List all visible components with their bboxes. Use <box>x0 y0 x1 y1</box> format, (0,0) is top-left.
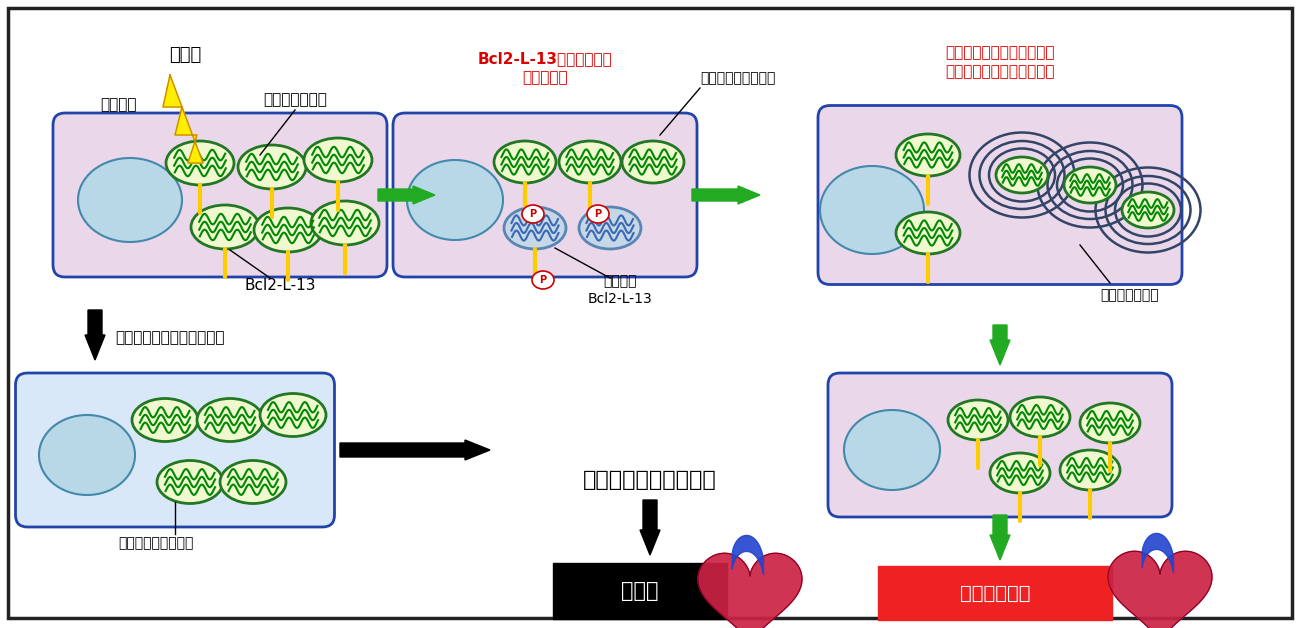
Ellipse shape <box>523 205 543 223</box>
Ellipse shape <box>896 212 959 254</box>
Text: 心不全: 心不全 <box>621 581 659 601</box>
Ellipse shape <box>1080 403 1140 443</box>
Text: Bcl2-L-13のリン酸化に
よる活性化: Bcl2-L-13のリン酸化に よる活性化 <box>477 51 612 85</box>
Polygon shape <box>692 186 760 204</box>
Text: P: P <box>594 209 602 219</box>
Ellipse shape <box>311 201 380 245</box>
Polygon shape <box>698 553 802 628</box>
Ellipse shape <box>621 141 684 183</box>
FancyBboxPatch shape <box>552 563 727 619</box>
Ellipse shape <box>304 138 372 182</box>
Text: 心機能の維持: 心機能の維持 <box>959 583 1030 602</box>
Text: 心筋細胞: 心筋細胞 <box>100 97 136 112</box>
Ellipse shape <box>996 157 1048 193</box>
FancyBboxPatch shape <box>53 113 387 277</box>
FancyBboxPatch shape <box>878 566 1112 620</box>
Ellipse shape <box>220 460 286 504</box>
Polygon shape <box>84 310 105 360</box>
Ellipse shape <box>166 141 234 185</box>
Ellipse shape <box>157 460 224 504</box>
Text: ミトコンドリア: ミトコンドリア <box>263 92 326 107</box>
Text: P: P <box>540 275 546 285</box>
Ellipse shape <box>1122 192 1174 228</box>
Polygon shape <box>162 75 203 163</box>
Ellipse shape <box>260 394 326 436</box>
Ellipse shape <box>1063 167 1115 203</box>
Ellipse shape <box>1060 450 1121 490</box>
Ellipse shape <box>588 205 608 223</box>
Text: マイトファジー: マイトファジー <box>1101 288 1160 302</box>
Ellipse shape <box>191 205 259 249</box>
Text: エネルギー産生の低下: エネルギー産生の低下 <box>584 470 716 490</box>
Polygon shape <box>991 325 1010 365</box>
FancyBboxPatch shape <box>8 8 1292 618</box>
FancyBboxPatch shape <box>393 113 697 277</box>
Text: Bcl2-L-13: Bcl2-L-13 <box>244 278 316 293</box>
Ellipse shape <box>559 141 621 183</box>
Polygon shape <box>640 500 660 555</box>
Polygon shape <box>341 440 490 460</box>
Ellipse shape <box>198 399 263 441</box>
Text: 障害ミトコンドリアの蓄積: 障害ミトコンドリアの蓄積 <box>114 330 225 345</box>
Ellipse shape <box>78 158 182 242</box>
Ellipse shape <box>844 410 940 490</box>
Ellipse shape <box>948 400 1008 440</box>
Text: 障害ミトコンドリア: 障害ミトコンドリア <box>699 71 775 85</box>
Text: マイトファジー誘導による
障害ミトコンドリアの除去: マイトファジー誘導による 障害ミトコンドリアの除去 <box>945 45 1054 78</box>
FancyBboxPatch shape <box>818 106 1182 284</box>
Ellipse shape <box>238 145 306 189</box>
Ellipse shape <box>504 207 566 249</box>
Text: P: P <box>529 209 537 219</box>
Ellipse shape <box>39 415 135 495</box>
FancyBboxPatch shape <box>16 373 334 527</box>
Ellipse shape <box>494 141 556 183</box>
Ellipse shape <box>578 207 641 249</box>
Ellipse shape <box>133 399 198 441</box>
Text: 障害ミトコンドリア: 障害ミトコンドリア <box>118 536 194 550</box>
FancyBboxPatch shape <box>828 373 1173 517</box>
Text: 心負荷: 心負荷 <box>169 46 202 64</box>
Ellipse shape <box>407 160 503 240</box>
Polygon shape <box>1108 551 1212 628</box>
Ellipse shape <box>254 208 322 252</box>
Ellipse shape <box>1010 397 1070 437</box>
Polygon shape <box>378 186 436 204</box>
Ellipse shape <box>532 271 554 289</box>
Polygon shape <box>991 515 1010 560</box>
Ellipse shape <box>991 453 1050 493</box>
Text: リン酸化
Bcl2-L-13: リン酸化 Bcl2-L-13 <box>588 274 653 306</box>
Ellipse shape <box>896 134 959 176</box>
Ellipse shape <box>820 166 924 254</box>
